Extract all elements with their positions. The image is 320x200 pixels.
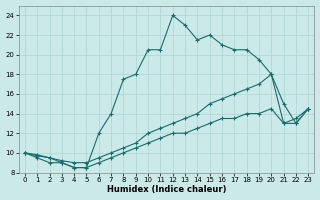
X-axis label: Humidex (Indice chaleur): Humidex (Indice chaleur) [107, 185, 226, 194]
